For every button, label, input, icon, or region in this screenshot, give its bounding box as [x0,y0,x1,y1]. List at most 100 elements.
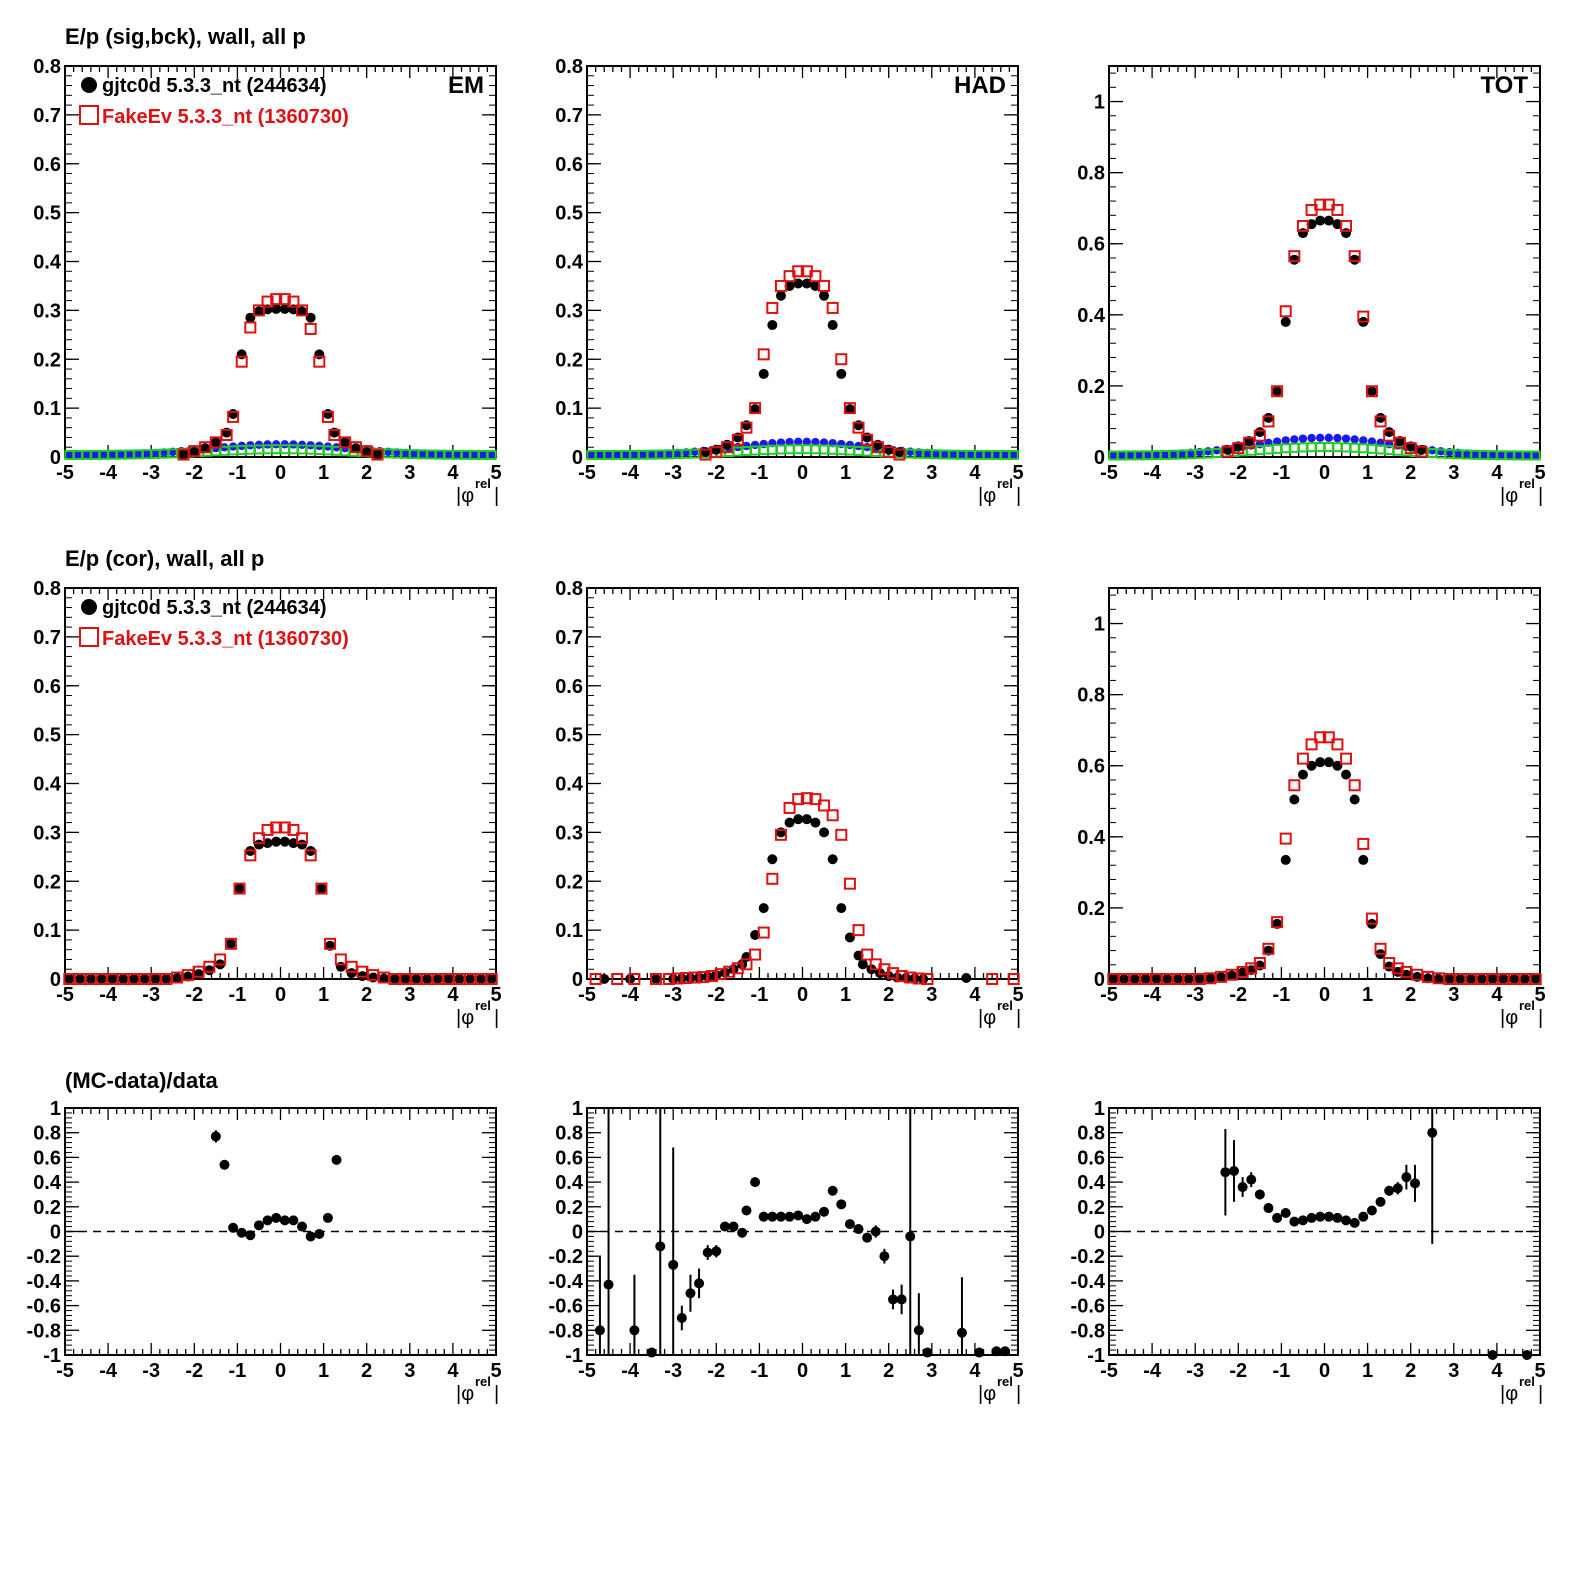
data-point [810,280,821,291]
x-tick-label: 1 [318,462,329,484]
y-tick-label: 0.8 [1077,685,1105,707]
y-tick-label: 0.2 [33,871,61,893]
x-tick-label: -4 [1143,984,1162,1006]
x-tick-label: 5 [1012,1360,1023,1382]
background-data-point [90,450,100,459]
y-tick-label: 0.2 [1077,898,1105,920]
mc-point [1262,942,1275,955]
data-point [836,368,847,379]
y-tick-label: 1 [1094,92,1105,114]
y-tick-label: 0.4 [555,1172,584,1194]
data-point [262,838,273,849]
background-data-point [621,450,630,459]
data-point [599,974,610,984]
data-point [1263,412,1274,423]
background-data-point [630,450,639,459]
panel-label: TOT [1480,72,1528,99]
x-axis-label: |φ [978,1383,996,1405]
y-tick-label: 1 [50,1098,61,1120]
mc-point [1322,731,1335,744]
y-tick-label: -0.4 [1071,1271,1106,1293]
data-point [827,320,838,331]
data-point [335,961,346,972]
y-tick-label: 0.2 [555,349,583,371]
data-point [1466,974,1477,984]
background-mc-point [1366,443,1377,454]
x-tick-label: -4 [621,462,640,484]
x-axis-label-end: | [494,1007,499,1029]
background-data-point [1281,436,1290,445]
x-tick-label: 0 [797,1360,808,1382]
background-data-point [1307,433,1316,443]
x-tick-label: 2 [361,462,372,484]
mc-point [921,973,934,985]
data-point [1140,974,1151,984]
y-tick-label: -0.2 [1071,1246,1105,1268]
mc-point [1340,752,1353,765]
data-point [210,437,221,448]
data-point [775,290,786,301]
data-point [1226,970,1237,981]
background-data-point [750,440,760,450]
mc-point [1331,738,1344,751]
y-tick-label: 0.6 [555,154,583,176]
data-point [1172,974,1183,984]
mc-point [214,953,227,966]
y-tick-label: -0.2 [27,1246,61,1268]
x-tick-label: -3 [142,1360,160,1382]
y-tick-label: 0.3 [33,300,61,322]
mc-point [1279,305,1292,318]
background-mc-point [1341,442,1352,453]
data-point [172,973,183,984]
mc-point [749,948,762,961]
y-tick-label: 0.5 [33,203,61,225]
row-title-1: E/p (sig,bck), wall, all p [65,24,306,49]
data-point [228,1222,239,1233]
data-point [1341,769,1352,780]
data-point [288,838,299,849]
mc-point [203,960,216,973]
x-tick-label: -2 [707,1360,725,1382]
background-data-point [1531,451,1540,460]
data-point [870,1226,881,1237]
mc-point [705,970,718,983]
y-tick-label: 0.7 [33,105,61,127]
data-point [905,1231,916,1242]
background-data-point [1514,451,1523,460]
background-data-point [444,450,453,459]
data-point [1498,974,1509,984]
background-data-point [99,450,108,459]
y-tick-label: 0.8 [1077,1123,1105,1145]
mc-point [895,970,908,983]
x-axis-label: |φ [456,1007,474,1029]
data-point [750,930,761,941]
mc-point [878,963,891,976]
background-data-point [1359,436,1368,445]
data-point [1375,1196,1386,1207]
x-axis-label: |φ [1500,485,1518,507]
mc-point [252,304,265,317]
x-tick-label: 1 [1362,462,1373,484]
y-tick-label: 0.6 [33,1147,61,1169]
plot-frame [1108,65,1541,458]
x-tick-label: -4 [99,1360,118,1382]
data-point [1410,1178,1421,1189]
data-point [1272,386,1283,397]
data-point [956,1327,967,1338]
background-mc-point [1297,442,1308,453]
background-data-point [418,449,427,458]
x-tick-label: 2 [361,1360,372,1382]
data-point [801,278,812,289]
mc-point [774,279,787,292]
data-point [1509,974,1520,984]
y-tick-label: 0.1 [33,920,61,942]
data-point [1194,974,1205,984]
mc-point [904,971,917,984]
data-point [629,1325,640,1336]
data-point [719,1221,730,1232]
y-tick-label: 0.5 [555,725,583,747]
mc-point [818,799,831,812]
mc-point [1253,429,1266,442]
